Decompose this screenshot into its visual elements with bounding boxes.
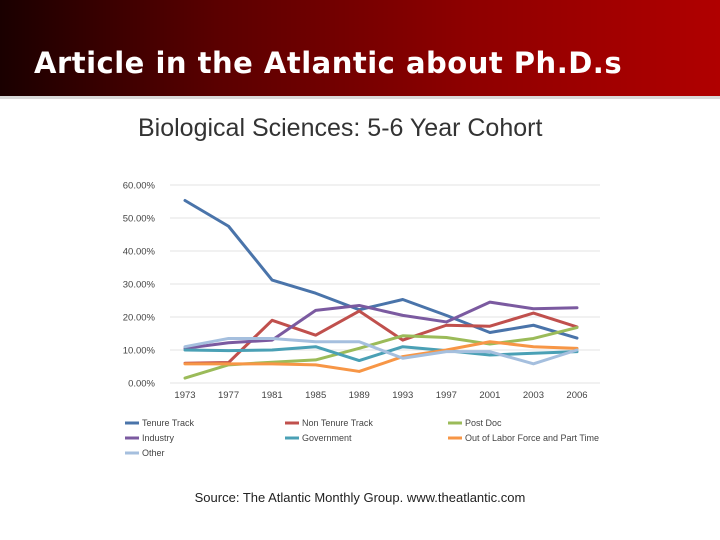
title-banner <box>0 0 720 96</box>
x-tick-label: 1985 <box>305 390 326 401</box>
legend: Tenure Track Non Tenure Track Post Doc Indu… <box>125 418 599 458</box>
legend-label: Industry <box>142 433 175 443</box>
source-caption: Source: The Atlantic Monthly Group. www.… <box>194 490 526 505</box>
legend-label: Tenure Track <box>142 418 195 428</box>
y-tick-label: 0.00% <box>128 379 155 390</box>
gridlines <box>170 184 600 384</box>
x-axis-ticks: 1973 1977 1981 1985 1989 1993 1997 2001 2003 2006 <box>174 390 587 401</box>
legend-label: Non Tenure Track <box>302 418 373 428</box>
y-tick-label: 50.00% <box>123 214 156 225</box>
x-tick-label: 1997 <box>436 390 457 401</box>
y-axis-ticks: 0.00% 10.00% 20.00% 30.00% 40.00% 50.00% 60.00… <box>123 181 156 390</box>
x-tick-label: 1993 <box>392 390 413 401</box>
x-tick-label: 2003 <box>523 390 544 401</box>
y-tick-label: 40.00% <box>123 247 156 258</box>
y-tick-label: 20.00% <box>123 313 156 324</box>
x-tick-label: 1977 <box>218 390 239 401</box>
banner-divider <box>0 96 720 99</box>
x-tick-label: 2006 <box>566 390 587 401</box>
legend-label: Post Doc <box>465 418 502 428</box>
chart-title: Biological Sciences: 5-6 Year Cohort <box>138 114 543 142</box>
x-tick-label: 1973 <box>174 390 195 401</box>
x-tick-label: 2001 <box>479 390 500 401</box>
series-line <box>183 300 579 350</box>
y-tick-label: 60.00% <box>123 181 156 192</box>
legend-label: Government <box>302 433 352 443</box>
y-tick-label: 10.00% <box>123 346 156 357</box>
y-tick-label: 30.00% <box>123 280 156 291</box>
series-line <box>183 345 579 363</box>
x-tick-label: 1989 <box>349 390 370 401</box>
series-line <box>183 199 579 340</box>
series-line <box>183 340 579 373</box>
legend-label: Other <box>142 448 165 458</box>
slide-title: Article in the Atlantic about Ph.D.s <box>34 46 623 80</box>
series-line <box>183 336 579 366</box>
series-lines <box>183 199 579 380</box>
x-tick-label: 1981 <box>262 390 283 401</box>
legend-label: Out of Labor Force and Part Time <box>465 433 599 443</box>
